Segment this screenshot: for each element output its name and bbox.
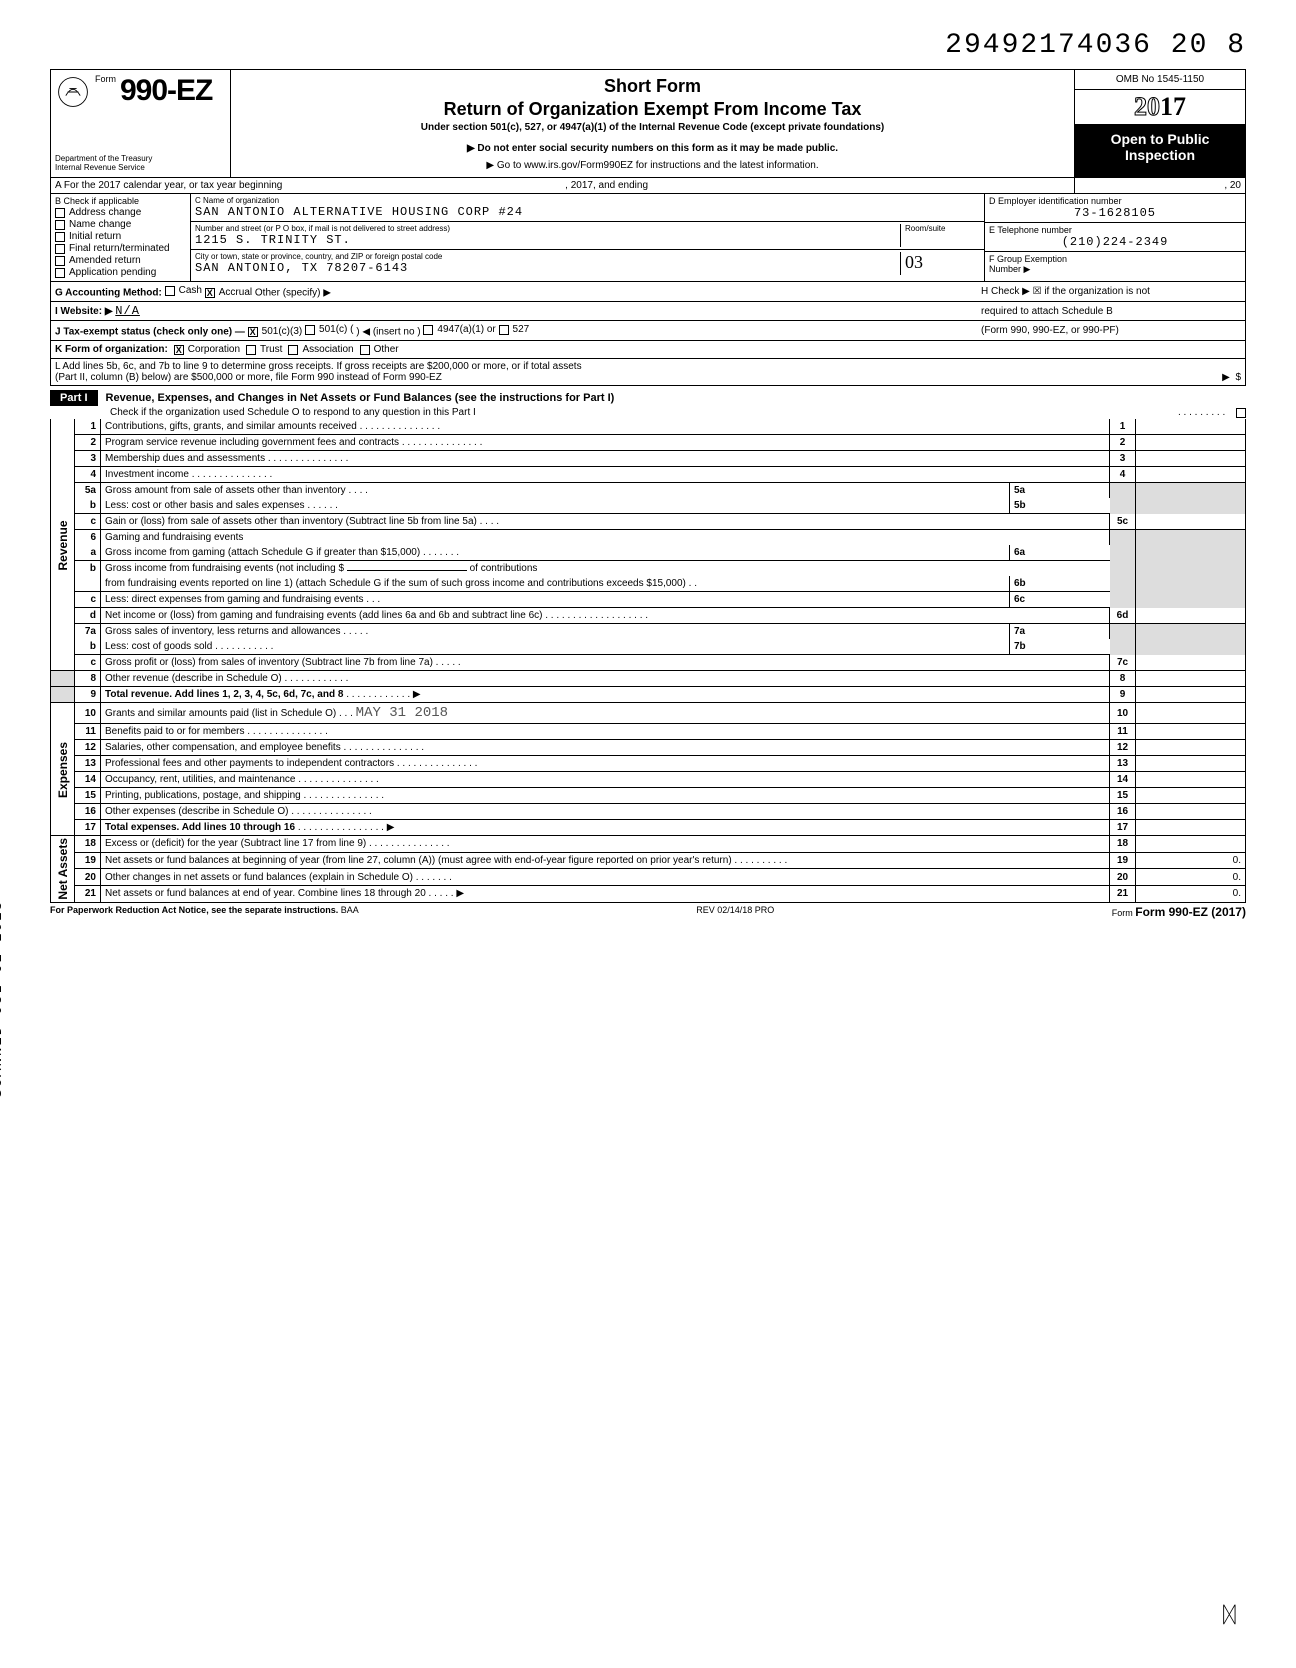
l-line1: L Add lines 5b, 6c, and 7b to line 9 to … xyxy=(55,361,1241,372)
footer-right: Form 990-EZ (2017) xyxy=(1135,905,1246,919)
c-name-label: C Name of organization xyxy=(195,196,980,205)
row-a-right: , 20 xyxy=(1075,178,1245,193)
form-title: Return of Organization Exempt From Incom… xyxy=(239,99,1066,120)
h-line2: required to attach Schedule B xyxy=(981,306,1241,317)
chk-501c3[interactable]: 501(c)(3) xyxy=(248,326,303,337)
irs-eagle-icon xyxy=(55,74,91,110)
part1-header: Part I Revenue, Expenses, and Changes in… xyxy=(50,390,1246,406)
org-city: SAN ANTONIO, TX 78207-6143 xyxy=(195,261,900,275)
c-street-label: Number and street (or P O box, if mail i… xyxy=(195,224,900,233)
dln: 29492174036 20 8 xyxy=(50,30,1246,61)
row-l: L Add lines 5b, 6c, and 7b to line 9 to … xyxy=(50,359,1246,386)
h-line1: H Check ▶ ☒ if the organization is not xyxy=(981,286,1241,297)
ssn-note: ▶ Do not enter social security numbers o… xyxy=(239,143,1066,154)
side-netassets: Net Assets xyxy=(51,836,75,903)
form-prefix: Form xyxy=(95,74,116,84)
chk-accrual[interactable]: Accrual xyxy=(205,287,252,298)
tax-year: 2017 xyxy=(1075,90,1245,125)
ein-label: D Employer identification number xyxy=(989,196,1241,206)
row-i-h2: I Website: ▶ N/A required to attach Sche… xyxy=(50,302,1246,321)
row-a-left: A For the 2017 calendar year, or tax yea… xyxy=(55,180,282,191)
ln-1: 1 xyxy=(75,419,101,435)
group-exempt-sub: Number ▶ xyxy=(989,264,1241,275)
initials-mark: ᛞ xyxy=(1223,1602,1236,1628)
col-b: B Check if applicable Address change Nam… xyxy=(51,194,191,281)
open-public-badge: Open to Public Inspection xyxy=(1075,125,1245,177)
group-exempt-label: F Group Exemption xyxy=(989,254,1241,264)
g-label: G Accounting Method: xyxy=(55,288,162,299)
row-j: J Tax-exempt status (check only one) — 5… xyxy=(50,321,1246,341)
side-expenses: Expenses xyxy=(51,703,75,836)
g-other: Other (specify) ▶ xyxy=(255,288,331,299)
h-line3: (Form 990, 990-EZ, or 990-PF) xyxy=(981,325,1241,336)
row-a: A For the 2017 calendar year, or tax yea… xyxy=(50,178,1246,194)
scanned-stamp: SCANNED JUL 02 2018 xyxy=(0,900,6,1098)
c-city-label: City or town, state or province, country… xyxy=(195,252,900,261)
chk-initial[interactable]: Initial return xyxy=(55,231,186,242)
footer: For Paperwork Reduction Act Notice, see … xyxy=(50,905,1246,919)
chk-527[interactable]: 527 xyxy=(499,324,530,335)
omb-number: OMB No 1545-1150 xyxy=(1075,70,1245,90)
chk-cash[interactable]: Cash xyxy=(165,285,202,296)
part1-tab: Part I xyxy=(50,390,98,406)
phone-value: (210)224-2349 xyxy=(989,235,1241,249)
chk-4947[interactable]: 4947(a)(1) or xyxy=(423,324,495,335)
main-table: Revenue 1Contributions, gifts, grants, a… xyxy=(50,419,1246,903)
col-d: D Employer identification number73-16281… xyxy=(985,194,1245,281)
chk-corp[interactable]: Corporation xyxy=(174,344,240,355)
block-b-to-f: B Check if applicable Address change Nam… xyxy=(50,194,1246,282)
website-value: N/A xyxy=(115,304,140,318)
chk-501c[interactable]: 501(c) ( xyxy=(305,324,353,335)
date-stamp: MAY 31 2018 xyxy=(356,705,448,721)
short-form-label: Short Form xyxy=(239,76,1066,97)
room-label: Room/suite xyxy=(900,224,980,247)
j-insert: ) ◀ (insert no ) xyxy=(356,327,420,338)
ein-value: 73-1628105 xyxy=(989,206,1241,220)
form-subtitle: Under section 501(c), 527, or 4947(a)(1)… xyxy=(239,122,1066,133)
j-label: J Tax-exempt status (check only one) — xyxy=(55,327,245,338)
org-name: SAN ANTONIO ALTERNATIVE HOUSING CORP #24 xyxy=(195,205,980,219)
side-revenue: Revenue xyxy=(51,419,75,671)
row-k: K Form of organization: Corporation Trus… xyxy=(50,341,1246,359)
l-line2: (Part II, column (B) below) are $500,000… xyxy=(55,372,442,383)
org-street: 1215 S. TRINITY ST. xyxy=(195,233,900,247)
b-label: B Check if applicable xyxy=(55,196,186,206)
amt-21: 0. xyxy=(1136,885,1246,902)
amt-20: 0. xyxy=(1136,869,1246,886)
dept-treasury: Department of the Treasury Internal Reve… xyxy=(55,155,226,173)
chk-other-org[interactable]: Other xyxy=(360,344,399,355)
website-note: ▶ Go to www.irs.gov/Form990EZ for instru… xyxy=(239,160,1066,171)
form-number: 990-EZ xyxy=(120,74,212,108)
phone-label: E Telephone number xyxy=(989,225,1241,235)
chk-assoc[interactable]: Association xyxy=(288,344,353,355)
header-left: Form 990-EZ Department of the Treasury I… xyxy=(51,70,231,177)
footer-left: For Paperwork Reduction Act Notice, see … xyxy=(50,905,338,915)
footer-mid: REV 02/14/18 PRO xyxy=(696,905,774,919)
chk-amended[interactable]: Amended return xyxy=(55,255,186,266)
header: Form 990-EZ Department of the Treasury I… xyxy=(50,69,1246,178)
handwritten-note: 03 xyxy=(900,252,980,275)
chk-address[interactable]: Address change xyxy=(55,207,186,218)
chk-pending[interactable]: Application pending xyxy=(55,267,186,278)
row-a-mid: , 2017, and ending xyxy=(565,180,648,191)
part1-sub: Check if the organization used Schedule … xyxy=(50,406,1246,419)
part1-title: Revenue, Expenses, and Changes in Net As… xyxy=(98,392,615,404)
chk-schedule-o[interactable]: . . . . . . . . . xyxy=(1178,407,1246,418)
header-right: OMB No 1545-1150 2017 Open to Public Ins… xyxy=(1075,70,1245,177)
chk-trust[interactable]: Trust xyxy=(246,344,282,355)
i-label: I Website: ▶ xyxy=(55,306,113,317)
chk-final[interactable]: Final return/terminated xyxy=(55,243,186,254)
header-center: Short Form Return of Organization Exempt… xyxy=(231,70,1075,177)
k-label: K Form of organization: xyxy=(55,344,168,355)
row-g-h: G Accounting Method: Cash Accrual Other … xyxy=(50,282,1246,302)
col-c: C Name of organizationSAN ANTONIO ALTERN… xyxy=(191,194,985,281)
chk-name[interactable]: Name change xyxy=(55,219,186,230)
amt-19: 0. xyxy=(1136,852,1246,869)
